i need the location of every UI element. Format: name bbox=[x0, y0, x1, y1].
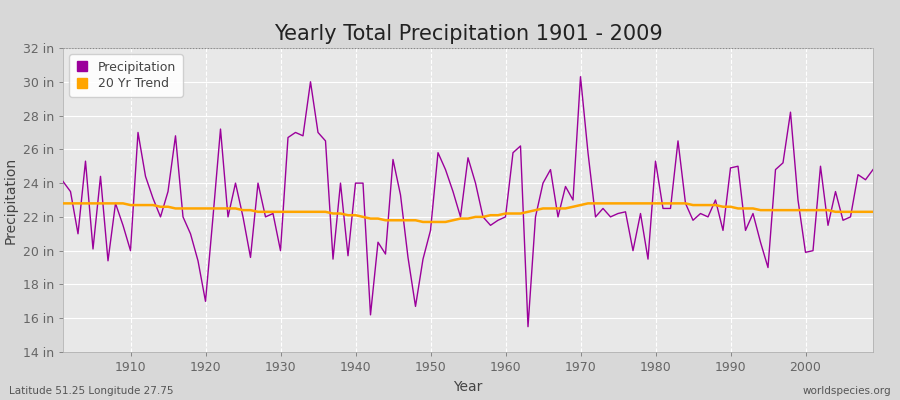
Y-axis label: Precipitation: Precipitation bbox=[4, 156, 17, 244]
Title: Yearly Total Precipitation 1901 - 2009: Yearly Total Precipitation 1901 - 2009 bbox=[274, 24, 662, 44]
X-axis label: Year: Year bbox=[454, 380, 482, 394]
Legend: Precipitation, 20 Yr Trend: Precipitation, 20 Yr Trend bbox=[69, 54, 183, 96]
Text: Latitude 51.25 Longitude 27.75: Latitude 51.25 Longitude 27.75 bbox=[9, 386, 174, 396]
Text: worldspecies.org: worldspecies.org bbox=[803, 386, 891, 396]
